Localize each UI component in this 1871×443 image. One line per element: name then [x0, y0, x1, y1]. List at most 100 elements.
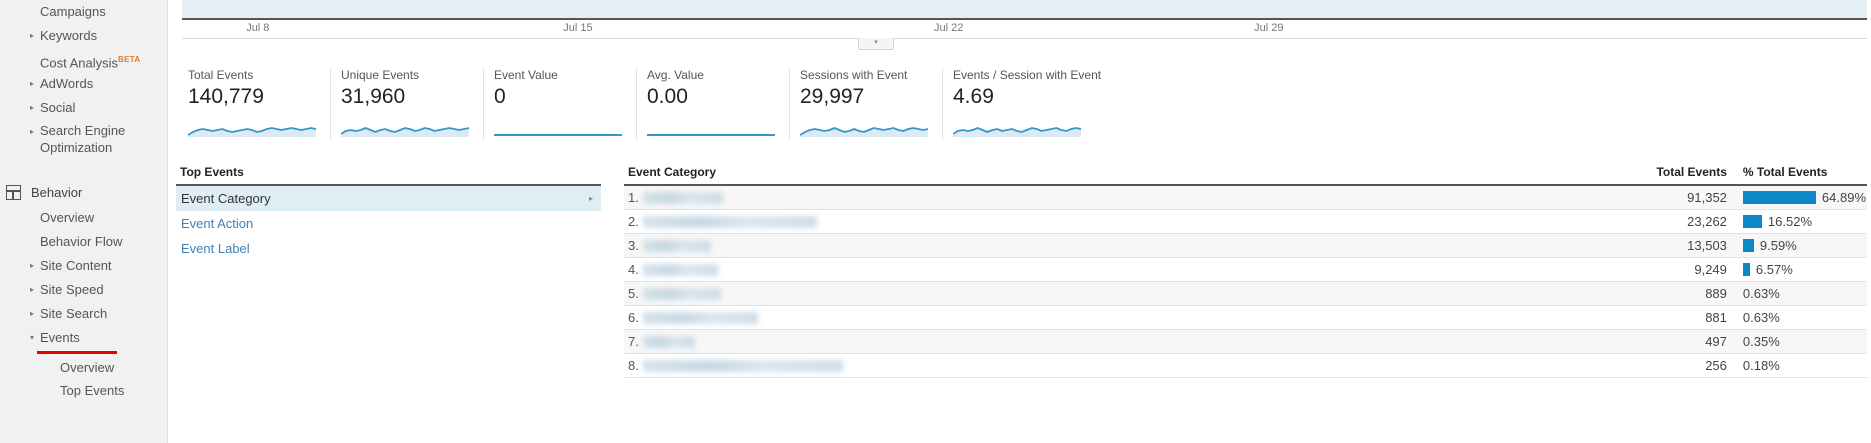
- table-row[interactable]: 4. 9,249 6.57%: [624, 257, 1867, 282]
- sidebar-item-social[interactable]: ▸ Social: [0, 96, 167, 120]
- percent-bar: [1742, 215, 1762, 229]
- redacted-event-name: [642, 360, 843, 373]
- cell-percent-total: 0.63%: [1734, 305, 1867, 330]
- redacted-event-name: [642, 192, 723, 205]
- sidebar-item-keywords[interactable]: ▸ Keywords: [0, 24, 167, 48]
- redacted-event-name: [642, 288, 721, 301]
- metric-sessions-with-event[interactable]: Sessions with Event 29,997: [790, 68, 943, 140]
- cell-event-category[interactable]: 3.: [624, 233, 1615, 258]
- nav-item-label: Search Engine Optimization: [40, 123, 126, 155]
- percent-label: 9.59%: [1759, 238, 1797, 254]
- nav-item-label: Overview: [40, 210, 95, 225]
- beta-badge: BETA: [118, 55, 141, 64]
- metric-value: 29,997: [800, 85, 865, 108]
- row-number: 2.: [628, 213, 639, 229]
- cell-event-category[interactable]: 8.: [624, 353, 1615, 378]
- chart-collapse-button[interactable]: ▾: [858, 38, 894, 50]
- metric-total-events[interactable]: Total Events 140,779: [182, 68, 331, 140]
- col-header-event-category[interactable]: Event Category: [624, 165, 1615, 186]
- metric-label: Event Value: [494, 68, 558, 82]
- cell-percent-total: 0.63%: [1734, 281, 1867, 306]
- sidebar-item-behavior-flow[interactable]: Behavior Flow: [0, 230, 167, 254]
- table-row[interactable]: 6. 881 0.63%: [624, 305, 1867, 330]
- cell-total-events: 889: [1614, 281, 1735, 306]
- axis-tick-label: Jul 8: [246, 22, 270, 34]
- metric-label: Avg. Value: [647, 68, 704, 82]
- metric-label: Unique Events: [341, 68, 420, 82]
- sidebar-item-events[interactable]: ▾ Events: [0, 326, 167, 350]
- table-row[interactable]: 5. 889 0.63%: [624, 281, 1867, 306]
- nav-subitem-label: Top Events: [60, 383, 125, 398]
- redacted-event-name: [642, 312, 758, 325]
- sidebar-subitem-top-events[interactable]: Top Events: [0, 379, 167, 402]
- cell-event-category[interactable]: 6.: [624, 305, 1615, 330]
- table-row[interactable]: 7. 497 0.35%: [624, 329, 1867, 354]
- sidebar-section-behavior[interactable]: Behavior: [0, 180, 167, 206]
- sidebar-item-adwords[interactable]: ▸ AdWords: [0, 72, 167, 96]
- nav-item-label: Campaigns: [40, 4, 106, 19]
- sidebar-item-seo[interactable]: ▸ Search Engine Optimization: [0, 120, 167, 158]
- sidebar-item-campaigns[interactable]: Campaigns: [0, 0, 167, 24]
- top-events-item-event-category[interactable]: Event Category ▸: [176, 186, 601, 211]
- metric-unique-events[interactable]: Unique Events 31,960: [331, 68, 484, 140]
- timeline-chart-band[interactable]: [182, 0, 1867, 20]
- metric-event-value[interactable]: Event Value 0: [484, 68, 637, 140]
- top-events-item-label: Event Action: [181, 216, 254, 231]
- table-row[interactable]: 1. 91,352 64.89%: [624, 185, 1867, 210]
- event-category-table: Event Category Total Events % Total Even…: [624, 165, 1867, 378]
- disclosure-arrow-icon: ▸: [30, 285, 35, 294]
- table-header-row: Event Category Total Events % Total Even…: [624, 165, 1867, 186]
- sidebar-item-site-content[interactable]: ▸ Site Content: [0, 254, 167, 278]
- col-header-pct-total[interactable]: % Total Events: [1734, 165, 1867, 186]
- table-row[interactable]: 2. 23,262 16.52%: [624, 209, 1867, 234]
- cell-event-category[interactable]: 4.: [624, 257, 1615, 282]
- nav-item-label: Keywords: [40, 28, 98, 43]
- axis-tick-label: Jul 22: [933, 22, 964, 34]
- axis-tick-label: Jul 15: [563, 22, 593, 34]
- cell-percent-total: 9.59%: [1734, 233, 1867, 258]
- cell-percent-total: 0.18%: [1734, 353, 1867, 378]
- table-row[interactable]: 3. 13,503 9.59%: [624, 233, 1867, 258]
- disclosure-arrow-icon: ▸: [30, 103, 35, 112]
- sidebar-item-cost-analysis[interactable]: Cost AnalysisBETA: [0, 48, 167, 72]
- cell-percent-total: 0.35%: [1734, 329, 1867, 354]
- nav-item-label: Social: [40, 100, 76, 115]
- nav-item-label: Behavior Flow: [40, 234, 123, 249]
- sidebar-item-site-search[interactable]: ▸ Site Search: [0, 302, 167, 326]
- sparkline-chart: [799, 115, 929, 137]
- left-sidebar[interactable]: Campaigns ▸ Keywords Cost AnalysisBETA ▸ AdWo…: [0, 0, 168, 443]
- chart-axis: Jul 8 Jul 15 Jul 22 Jul 29: [182, 22, 1867, 38]
- sidebar-subitem-events-overview[interactable]: Overview: [0, 356, 167, 379]
- cell-event-category[interactable]: 2.: [624, 209, 1615, 234]
- row-number: 5.: [628, 285, 639, 301]
- row-number: 4.: [628, 261, 639, 277]
- disclosure-arrow-icon: ▸: [30, 309, 35, 318]
- percent-bar: [1742, 191, 1816, 205]
- events-active-underline: [37, 351, 117, 354]
- nav-item-label: Events: [40, 330, 80, 345]
- metric-avg-value[interactable]: Avg. Value 0.00: [637, 68, 790, 140]
- cell-event-category[interactable]: 1.: [624, 185, 1615, 210]
- nav-item-label: Cost Analysis: [40, 55, 119, 71]
- redacted-event-name: [642, 216, 817, 229]
- table-row[interactable]: 8. 256 0.18%: [624, 353, 1867, 378]
- top-events-item-event-action[interactable]: Event Action: [176, 211, 601, 236]
- disclosure-arrow-icon: ▸: [30, 31, 35, 40]
- sidebar-item-overview[interactable]: Overview: [0, 206, 167, 230]
- top-events-title: Top Events: [176, 165, 601, 186]
- col-header-total-events[interactable]: Total Events: [1614, 165, 1735, 186]
- metric-value: 0: [494, 85, 506, 108]
- cell-event-category[interactable]: 7.: [624, 329, 1615, 354]
- nav-item-label: Site Content: [40, 258, 112, 273]
- disclosure-arrow-icon: ▸: [30, 79, 35, 88]
- cell-event-category[interactable]: 5.: [624, 281, 1615, 306]
- metric-events-per-session[interactable]: Events / Session with Event 4.69: [943, 68, 1115, 140]
- sidebar-item-site-speed[interactable]: ▸ Site Speed: [0, 278, 167, 302]
- metric-label: Sessions with Event: [800, 68, 908, 82]
- behavior-icon: [6, 185, 21, 200]
- disclosure-arrow-icon: ▾: [30, 333, 35, 342]
- cell-total-events: 497: [1614, 329, 1735, 354]
- cell-total-events: 91,352: [1614, 185, 1735, 210]
- top-events-item-event-label[interactable]: Event Label: [176, 236, 601, 261]
- cell-total-events: 13,503: [1614, 233, 1735, 258]
